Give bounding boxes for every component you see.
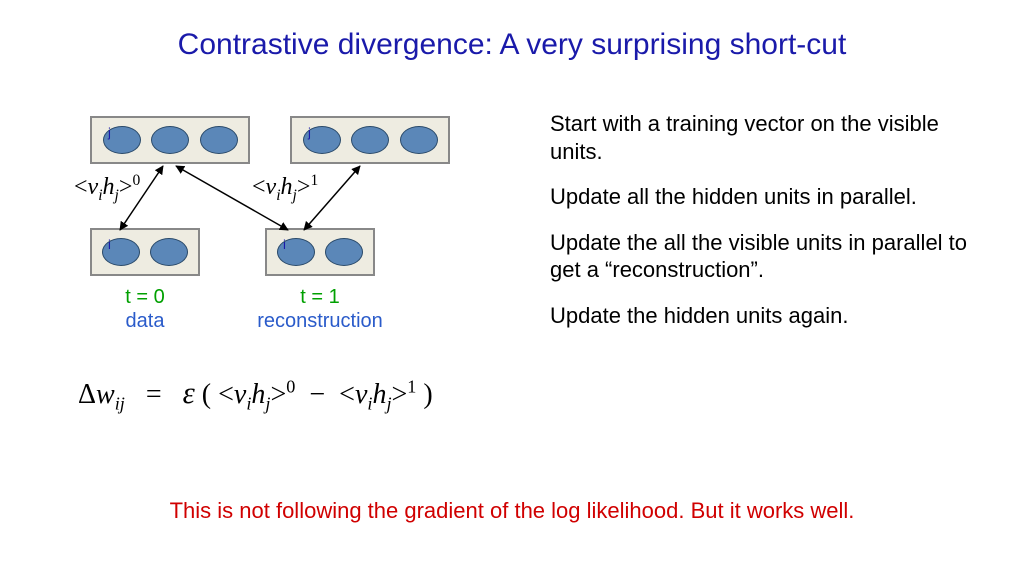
unit-label-i: i <box>283 237 286 252</box>
unit-label-i: i <box>108 237 111 252</box>
page-title: Contrastive divergence: A very surprisin… <box>0 28 1024 62</box>
unit <box>400 126 438 154</box>
step-1: Start with a training vector on the visi… <box>550 110 985 165</box>
unit-j: j <box>351 126 389 154</box>
hidden-units-t1: j <box>290 116 450 164</box>
hidden-units-t0: j <box>90 116 250 164</box>
weight-update-equation: Δwij = ε ( <vihj>0 − <vihj>1 ) <box>78 376 433 415</box>
caption-t1: t = 1 <box>225 286 415 309</box>
unit-i: i <box>102 238 140 266</box>
visible-units-t0: i <box>90 228 200 276</box>
epsilon-symbol: ε <box>183 376 195 410</box>
unit <box>150 238 188 266</box>
footer-note: This is not following the gradient of th… <box>0 498 1024 524</box>
expectation-0: <vihj>0 <box>74 172 140 205</box>
step-2: Update all the hidden units in parallel. <box>550 183 985 211</box>
unit <box>325 238 363 266</box>
step-4: Update the hidden units again. <box>550 302 985 330</box>
caption-t0: t = 0 <box>105 286 185 309</box>
rbm-diagram: j j i i <vihj>0 <vihj>1 t = 0 data t = 1… <box>60 110 500 380</box>
algorithm-steps: Start with a training vector on the visi… <box>550 110 985 347</box>
unit-label-j: j <box>308 125 311 140</box>
visible-units-t1: i <box>265 228 375 276</box>
unit-j: j <box>151 126 189 154</box>
expectation-1: <vihj>1 <box>252 172 318 205</box>
unit <box>200 126 238 154</box>
unit-i: i <box>277 238 315 266</box>
unit-label-j: j <box>108 125 111 140</box>
caption-data: data <box>105 310 185 333</box>
caption-reconstruction: reconstruction <box>225 310 415 333</box>
step-3: Update the all the visible units in para… <box>550 229 985 284</box>
